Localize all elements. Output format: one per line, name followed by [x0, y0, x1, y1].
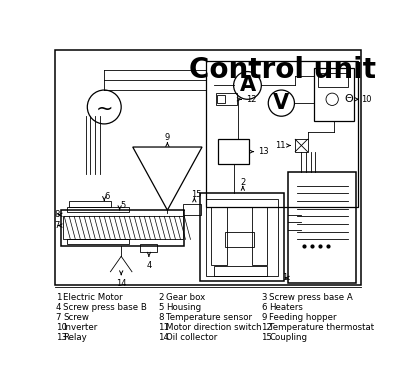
Bar	[63, 216, 183, 239]
Bar	[314, 68, 354, 121]
Text: 12: 12	[261, 323, 272, 332]
Text: 5: 5	[158, 303, 164, 312]
Text: 13: 13	[258, 147, 269, 156]
Text: Screw press base B: Screw press base B	[63, 303, 147, 312]
Text: 11: 11	[276, 141, 286, 150]
Text: 13: 13	[56, 334, 67, 343]
Text: 1: 1	[282, 273, 287, 282]
Bar	[140, 244, 158, 252]
Text: 7: 7	[56, 313, 61, 322]
Text: 14: 14	[116, 280, 127, 289]
Text: 14: 14	[158, 334, 169, 343]
Text: A: A	[239, 75, 256, 95]
Text: Gear box: Gear box	[166, 293, 205, 302]
Text: Temperature thermostat: Temperature thermostat	[269, 323, 374, 332]
Text: 12: 12	[246, 95, 256, 104]
Bar	[200, 193, 284, 281]
Text: Inverter: Inverter	[63, 323, 98, 332]
Bar	[295, 139, 308, 152]
Text: 4: 4	[56, 303, 61, 312]
Bar	[288, 172, 356, 283]
Bar	[318, 73, 348, 87]
Text: V: V	[273, 93, 289, 113]
Text: 2: 2	[158, 293, 164, 302]
Text: Housing: Housing	[166, 303, 201, 312]
Text: 2: 2	[240, 178, 245, 187]
Text: Relay: Relay	[63, 334, 87, 343]
Circle shape	[88, 90, 121, 124]
Bar	[211, 207, 227, 265]
Text: 4: 4	[146, 261, 151, 270]
Text: Control unit: Control unit	[189, 56, 376, 84]
Bar	[69, 201, 111, 207]
Text: 1: 1	[56, 293, 61, 302]
Text: 6: 6	[105, 192, 110, 201]
Text: 7: 7	[54, 221, 59, 230]
Text: Feeding hopper: Feeding hopper	[269, 313, 337, 322]
Bar	[67, 239, 129, 244]
Circle shape	[268, 90, 294, 116]
Text: Heaters: Heaters	[269, 303, 303, 312]
Bar	[67, 207, 129, 212]
Bar	[214, 266, 267, 276]
Circle shape	[326, 93, 338, 106]
Bar	[216, 93, 237, 106]
Text: 10: 10	[361, 95, 371, 104]
Text: Θ: Θ	[344, 94, 353, 104]
Text: 6: 6	[261, 303, 267, 312]
Text: 9: 9	[165, 133, 170, 142]
Bar	[217, 95, 225, 103]
Text: 9: 9	[261, 313, 267, 322]
Text: Screw: Screw	[63, 313, 89, 322]
Bar	[206, 61, 358, 207]
Text: Oil collector: Oil collector	[166, 334, 217, 343]
Text: Coupling: Coupling	[269, 334, 307, 343]
Bar	[252, 207, 267, 265]
Text: 3: 3	[261, 293, 267, 302]
Circle shape	[234, 72, 261, 99]
Text: 8: 8	[158, 313, 164, 322]
Text: 10: 10	[56, 323, 67, 332]
Text: 5: 5	[120, 201, 125, 210]
Text: 8: 8	[54, 210, 59, 219]
Text: 11: 11	[158, 323, 169, 332]
Text: 15: 15	[261, 334, 272, 343]
Text: ~: ~	[96, 99, 113, 118]
Bar	[225, 232, 254, 247]
Bar	[218, 139, 249, 164]
Text: Temperature sensor: Temperature sensor	[166, 313, 252, 322]
Bar	[206, 199, 278, 276]
Bar	[61, 210, 184, 246]
Text: Motor direction switch: Motor direction switch	[166, 323, 261, 332]
Text: Electric Motor: Electric Motor	[63, 293, 123, 302]
Text: Screw press base A: Screw press base A	[269, 293, 353, 302]
Bar	[55, 50, 361, 285]
Text: 15: 15	[191, 190, 202, 199]
Bar	[183, 204, 201, 215]
